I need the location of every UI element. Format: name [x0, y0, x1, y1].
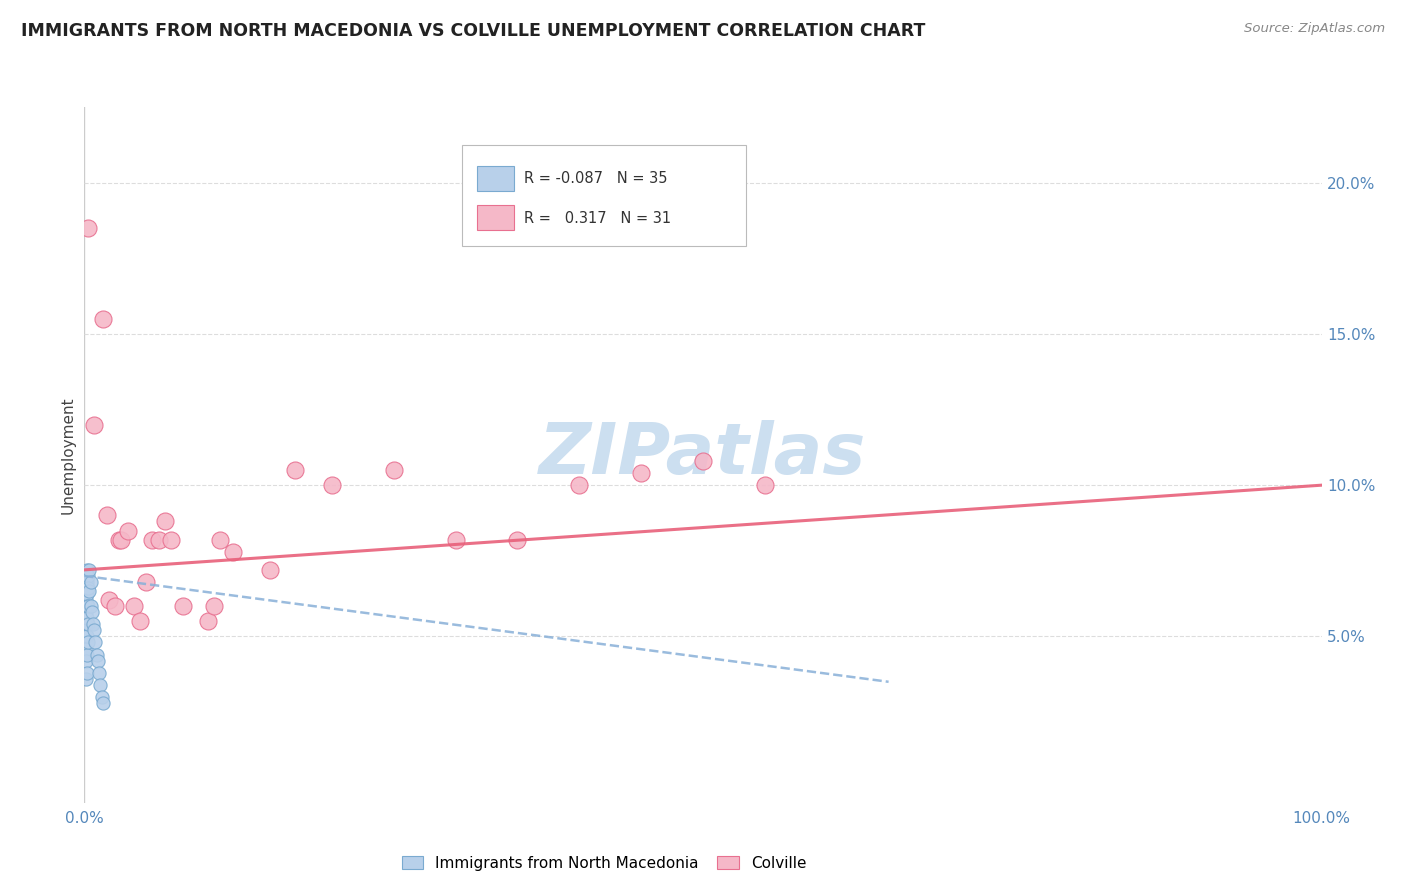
Point	[692, 454, 714, 468]
Point	[321, 478, 343, 492]
Point	[209, 533, 232, 547]
Point	[122, 599, 145, 614]
Point	[76, 599, 98, 614]
Point	[75, 672, 97, 686]
Point	[75, 629, 97, 643]
Point	[76, 665, 98, 680]
Point	[160, 533, 183, 547]
Point	[75, 641, 97, 656]
Point	[83, 417, 105, 432]
Point	[77, 581, 100, 595]
Text: R = -0.087   N = 35: R = -0.087 N = 35	[523, 171, 666, 186]
Y-axis label: Unemployment: Unemployment	[60, 396, 76, 514]
Point	[259, 563, 281, 577]
Point	[148, 533, 170, 547]
Point	[197, 615, 219, 629]
Point	[630, 466, 652, 480]
Point	[80, 605, 103, 619]
Point	[444, 533, 467, 547]
Point	[76, 563, 98, 577]
Text: R =   0.317   N = 31: R = 0.317 N = 31	[523, 211, 671, 226]
Point	[77, 617, 100, 632]
Point	[754, 478, 776, 492]
Point	[75, 617, 97, 632]
Point	[76, 587, 98, 601]
FancyBboxPatch shape	[477, 205, 513, 230]
Legend: Immigrants from North Macedonia, Colville: Immigrants from North Macedonia, Colvill…	[396, 851, 811, 875]
Point	[86, 648, 108, 662]
FancyBboxPatch shape	[461, 145, 747, 246]
Point	[83, 624, 105, 638]
Point	[75, 654, 97, 668]
Point	[117, 524, 139, 538]
Point	[89, 665, 111, 680]
Point	[75, 593, 97, 607]
Point	[87, 654, 110, 668]
Point	[82, 617, 104, 632]
Point	[172, 599, 194, 614]
Point	[129, 615, 152, 629]
Point	[76, 648, 98, 662]
Point	[84, 635, 107, 649]
Point	[76, 611, 98, 625]
Point	[506, 533, 529, 547]
Point	[77, 635, 100, 649]
Text: Source: ZipAtlas.com: Source: ZipAtlas.com	[1244, 22, 1385, 36]
Point	[75, 574, 97, 589]
Point	[153, 515, 176, 529]
Point	[77, 221, 100, 235]
Point	[79, 584, 101, 599]
Point	[76, 574, 98, 589]
Text: ZIPatlas: ZIPatlas	[540, 420, 866, 490]
Text: IMMIGRANTS FROM NORTH MACEDONIA VS COLVILLE UNEMPLOYMENT CORRELATION CHART: IMMIGRANTS FROM NORTH MACEDONIA VS COLVI…	[21, 22, 925, 40]
Point	[89, 678, 111, 692]
Point	[77, 569, 100, 583]
Point	[202, 599, 225, 614]
Point	[568, 478, 591, 492]
Point	[91, 696, 114, 710]
Point	[284, 463, 307, 477]
Point	[77, 599, 100, 614]
Point	[79, 563, 101, 577]
Point	[382, 463, 405, 477]
Point	[75, 605, 97, 619]
Point	[104, 599, 127, 614]
Point	[98, 593, 121, 607]
Point	[91, 311, 114, 326]
Point	[222, 545, 245, 559]
FancyBboxPatch shape	[477, 166, 513, 191]
Point	[79, 599, 101, 614]
Point	[90, 690, 112, 704]
Point	[96, 508, 118, 523]
Point	[79, 574, 101, 589]
Point	[141, 533, 163, 547]
Point	[108, 533, 131, 547]
Point	[135, 574, 157, 589]
Point	[76, 629, 98, 643]
Point	[110, 533, 132, 547]
